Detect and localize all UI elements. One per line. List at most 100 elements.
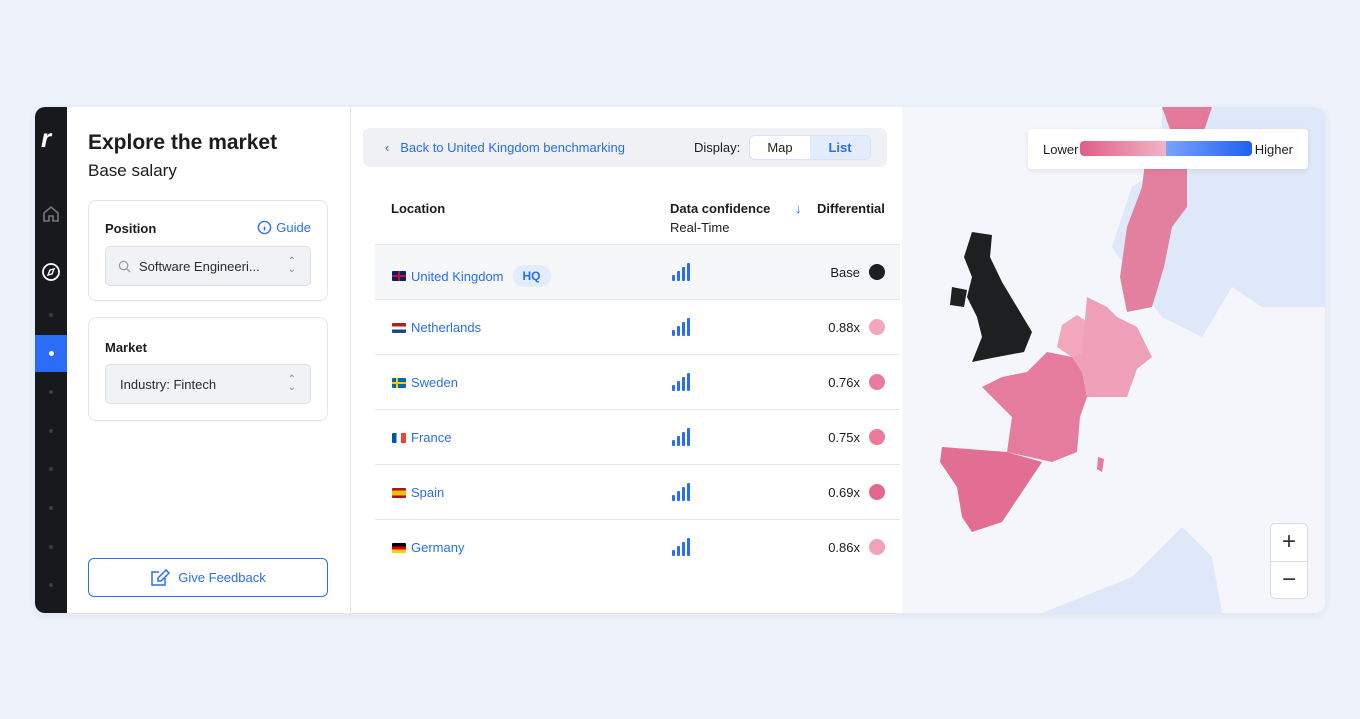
map-region-sweden[interactable]: [1120, 147, 1187, 312]
edit-icon: [151, 568, 171, 586]
logo: r: [41, 123, 52, 153]
col-location[interactable]: Location: [391, 201, 446, 216]
differential-color-dot: [869, 429, 885, 445]
signal-bars-icon: [672, 483, 690, 501]
app-window: r Explore the market Base salary Positio…: [35, 107, 1325, 613]
back-link[interactable]: ‹ Back to United Kingdom benchmarking: [385, 140, 625, 155]
flag-icon: [392, 322, 406, 333]
nav-dot[interactable]: [49, 390, 53, 394]
location-link[interactable]: Germany: [392, 540, 464, 555]
signal-bars-icon: [672, 373, 690, 391]
flag-icon: [392, 271, 406, 281]
location-name: Spain: [411, 485, 445, 500]
display-list-option[interactable]: List: [810, 136, 870, 159]
col-confidence[interactable]: Data confidence: [670, 201, 771, 216]
differential-color-dot: [869, 374, 885, 390]
nav-rail: r: [35, 107, 67, 613]
chevron-left-icon: ‹: [385, 140, 390, 155]
compass-icon[interactable]: [41, 262, 61, 282]
differential-value: 0.76x: [828, 375, 860, 390]
position-card: Position Guide Software Engineeri... ⌃ ⌄: [88, 200, 328, 301]
zoom-out-button[interactable]: −: [1271, 561, 1307, 598]
flag-icon: [392, 377, 406, 388]
map-region-uk[interactable]: [964, 232, 1032, 362]
toolbar: ‹ Back to United Kingdom benchmarking Di…: [363, 128, 887, 167]
zoom-in-button[interactable]: +: [1281, 528, 1296, 555]
flag-icon: [392, 487, 406, 498]
map-region-ireland: [950, 287, 967, 307]
table-row[interactable]: Germany 0.86x: [375, 519, 900, 574]
flag-icon: [392, 432, 406, 443]
differential-color-dot: [869, 319, 885, 335]
table-row[interactable]: Netherlands 0.88x: [375, 299, 900, 354]
guide-label: Guide: [276, 220, 311, 235]
legend-high-label: Higher: [1254, 142, 1293, 157]
display-map-option[interactable]: Map: [767, 140, 793, 155]
give-feedback-button[interactable]: Give Feedback: [88, 558, 328, 597]
nav-item-active[interactable]: [35, 335, 67, 372]
list-panel: ‹ Back to United Kingdom benchmarking Di…: [352, 107, 902, 613]
display-label: Display:: [694, 140, 741, 155]
page-subtitle: Base salary: [88, 161, 177, 180]
market-label: Market: [105, 340, 147, 355]
location-link[interactable]: Netherlands: [392, 320, 481, 335]
sort-down-icon[interactable]: ↓: [795, 201, 802, 216]
location-name: United Kingdom: [411, 268, 504, 284]
map-region-spain[interactable]: [940, 447, 1042, 532]
differential-value: 0.75x: [828, 430, 860, 445]
position-value: Software Engineeri...: [139, 258, 260, 274]
nav-dot[interactable]: [49, 506, 53, 510]
location-name: Germany: [411, 540, 465, 555]
differential-value: 0.69x: [828, 485, 860, 500]
signal-bars-icon: [672, 538, 690, 556]
location-name: Sweden: [411, 375, 458, 390]
filter-panel: Explore the market Base salary Position …: [67, 107, 351, 613]
hq-badge: HQ: [512, 265, 551, 287]
map-region-germany[interactable]: [1072, 297, 1152, 397]
differential-value: 0.88x: [828, 320, 860, 335]
position-select[interactable]: Software Engineeri... ⌃ ⌄: [105, 246, 311, 286]
nav-dot[interactable]: [49, 429, 53, 433]
info-icon: [258, 220, 272, 235]
table-row[interactable]: Sweden 0.76x: [375, 354, 900, 409]
location-link[interactable]: France: [392, 430, 451, 445]
legend-low-label: Lower: [1043, 142, 1079, 157]
nav-dot[interactable]: [49, 313, 53, 317]
table-row[interactable]: Spain 0.69x: [375, 464, 900, 519]
location-link[interactable]: Spain: [392, 485, 444, 500]
page-title: Explore the market: [88, 131, 278, 154]
chevron-updown-icon: ⌃ ⌄: [287, 374, 296, 393]
map-region-corsica: [1097, 457, 1104, 472]
market-card: Market Industry: Fintech ⌃ ⌄: [88, 317, 328, 421]
nav-dot[interactable]: [49, 583, 53, 587]
europe-map[interactable]: [902, 107, 1325, 613]
table-row[interactable]: United Kingdom HQ Base: [375, 244, 900, 299]
col-confidence-sub: Real-Time: [670, 220, 730, 235]
location-link[interactable]: United Kingdom HQ: [392, 265, 551, 287]
zoom-controls: + −: [1270, 523, 1308, 599]
position-label: Position: [105, 221, 157, 236]
market-select[interactable]: Industry: Fintech ⌃ ⌄: [105, 364, 311, 404]
differential-value: Base: [830, 265, 860, 280]
signal-bars-icon: [672, 263, 690, 281]
signal-bars-icon: [672, 318, 690, 336]
feedback-label: Give Feedback: [178, 570, 266, 585]
chevron-updown-icon: ⌃ ⌄: [287, 256, 296, 275]
differential-value: 0.86x: [828, 540, 860, 555]
nav-dot[interactable]: [49, 545, 53, 549]
signal-bars-icon: [672, 428, 690, 446]
nav-dot[interactable]: [49, 467, 53, 471]
map-legend: Lower Higher: [1028, 129, 1308, 169]
back-label: Back to United Kingdom benchmarking: [400, 140, 625, 155]
table-row[interactable]: France 0.75x: [375, 409, 900, 464]
map-region-france[interactable]: [982, 352, 1087, 462]
display-toggle: Map List: [749, 135, 871, 160]
legend-gradient: [1080, 141, 1252, 156]
home-icon[interactable]: [41, 204, 61, 224]
map-region-netherlands[interactable]: [1057, 315, 1087, 357]
flag-icon: [392, 542, 406, 553]
guide-link[interactable]: Guide: [257, 220, 311, 235]
col-differential[interactable]: Differential: [817, 201, 885, 216]
map-view[interactable]: Lower Higher + −: [902, 107, 1325, 613]
location-link[interactable]: Sweden: [392, 375, 458, 390]
